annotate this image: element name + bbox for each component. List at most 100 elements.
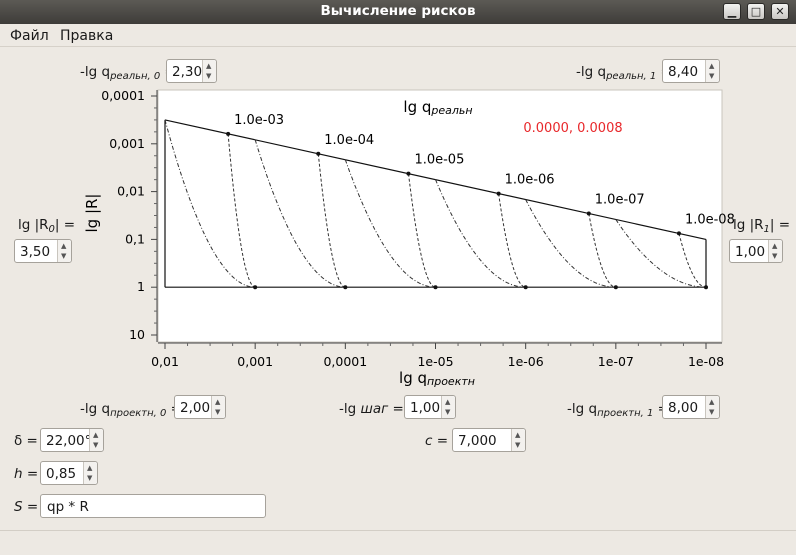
spin-arrows[interactable]: ▲ ▼ [511,429,525,451]
curve-minimum-point [523,285,528,290]
h-value: 0,85 [46,466,77,482]
spin-arrows[interactable]: ▲ ▼ [768,240,782,262]
risk-curve [344,159,436,288]
spin-up-icon[interactable]: ▲ [87,464,93,472]
spin-arrows[interactable]: ▲ ▼ [202,60,216,82]
y-tick-label: 10 [129,327,145,342]
curve-label-point [406,171,411,176]
spin-down-icon[interactable]: ▼ [515,441,521,449]
q-real-1-value: 8,40 [668,64,699,80]
spin-down-icon[interactable]: ▼ [772,252,778,260]
r0-spinbox[interactable]: 3,50 ▲ ▼ [14,239,72,263]
risk-curve-steep [227,133,256,288]
c-value: 7,000 [458,433,497,449]
spin-down-icon[interactable]: ▼ [709,408,715,416]
spin-down-icon[interactable]: ▼ [61,252,67,260]
spin-down-icon[interactable]: ▼ [93,441,99,449]
risk-curve-steep [678,233,707,288]
spin-up-icon[interactable]: ▲ [61,242,67,250]
spin-arrows[interactable]: ▲ ▼ [83,462,97,484]
delta-value: 22,00° [46,433,92,449]
s-formula-input[interactable]: qp * R [40,494,266,518]
x-tick-label: 1e-06 [508,354,544,369]
risk-curve-steep [317,153,346,288]
spin-up-icon[interactable]: ▲ [515,431,521,439]
delta-spinbox[interactable]: 22,00° ▲ ▼ [40,428,104,452]
step-value: 1,00 [410,400,441,416]
x-tick-label: 0,0001 [323,354,367,369]
y-tick-label: 1 [137,279,145,294]
curve-label: 1.0e-04 [324,133,374,148]
spin-arrows[interactable]: ▲ ▼ [57,240,71,262]
curve-label-point [226,131,231,136]
risk-curve-steep [408,173,436,288]
spin-up-icon[interactable]: ▲ [93,431,99,439]
spin-up-icon[interactable]: ▲ [709,398,715,406]
y-tick-label: 0,001 [109,136,145,151]
h-spinbox[interactable]: 0,85 ▲ ▼ [40,461,98,485]
curve-label: 1.0e-08 [685,212,735,227]
minimize-button[interactable]: ▁ [723,3,741,20]
spin-down-icon[interactable]: ▼ [445,408,451,416]
curve-minimum-point [704,285,708,290]
x-tick-label: 0,01 [151,354,179,369]
curve-label-point [496,191,501,196]
spin-up-icon[interactable]: ▲ [772,242,778,250]
title-bar: Вычисление рисков ▁ □ ✕ [0,0,796,24]
curve-minimum-point [433,285,438,290]
spin-down-icon[interactable]: ▼ [709,72,715,80]
risk-curve-steep [588,213,616,288]
r0-label: lg |R0| = [18,217,76,235]
window-title: Вычисление рисков [320,3,476,19]
spin-up-icon[interactable]: ▲ [215,398,221,406]
q-design-1-label: -lg qпроектн, 1 = [567,401,669,419]
risk-curve [254,139,346,288]
q-design-0-label: -lg qпроектн, 0 = [80,401,182,419]
spin-down-icon[interactable]: ▼ [87,474,93,482]
x-axis-label: lg qпроектн [399,369,475,388]
q-design-0-spinbox[interactable]: 2,00 ▲ ▼ [174,395,226,419]
curve-label-point [586,211,591,216]
r1-spinbox[interactable]: 1,00 ▲ ▼ [729,239,783,263]
c-spinbox[interactable]: 7,000 ▲ ▼ [452,428,526,452]
spin-arrows[interactable]: ▲ ▼ [441,396,455,418]
curve-minimum-point [343,285,348,290]
spin-arrows[interactable]: ▲ ▼ [705,396,719,418]
chart-title: lg qреальн [403,98,472,117]
spin-up-icon[interactable]: ▲ [206,62,212,70]
spin-down-icon[interactable]: ▼ [215,408,221,416]
r1-label: lg |R1| = [733,217,791,235]
x-tick-label: 1e-05 [417,354,453,369]
menu-bar: Файл Правка [0,24,796,47]
x-tick-label: 0,001 [237,354,273,369]
spin-up-icon[interactable]: ▲ [445,398,451,406]
plot-canvas[interactable] [157,89,723,343]
spin-arrows[interactable]: ▲ ▼ [89,429,103,451]
q-real-1-spinbox[interactable]: 8,40 ▲ ▼ [662,59,720,83]
close-icon: ✕ [775,5,785,18]
step-spinbox[interactable]: 1,00 ▲ ▼ [404,395,456,419]
maximize-button[interactable]: □ [747,3,765,20]
c-label: c = [425,433,449,449]
close-button[interactable]: ✕ [771,3,789,20]
minimize-icon: ▁ [727,5,737,18]
cursor-readout: 0.0000, 0.0008 [523,121,622,136]
spin-down-icon[interactable]: ▼ [206,72,212,80]
menu-file[interactable]: Файл [10,28,49,44]
q-design-1-spinbox[interactable]: 8,00 ▲ ▼ [662,395,720,419]
risk-curve [525,199,616,288]
curve-label: 1.0e-07 [595,193,645,208]
menu-edit[interactable]: Правка [60,28,114,44]
q-design-1-value: 8,00 [668,400,699,416]
s-formula-value: qp * R [47,499,89,515]
spin-arrows[interactable]: ▲ ▼ [211,396,225,418]
q-real-0-value: 2,30 [172,64,203,80]
h-label: h = [14,466,39,482]
spin-arrows[interactable]: ▲ ▼ [705,60,719,82]
curve-label: 1.0e-06 [505,173,555,188]
r0-value: 3,50 [20,244,51,260]
spin-up-icon[interactable]: ▲ [709,62,715,70]
risk-curve-steep [498,193,526,288]
q-real-0-spinbox[interactable]: 2,30 ▲ ▼ [166,59,217,83]
